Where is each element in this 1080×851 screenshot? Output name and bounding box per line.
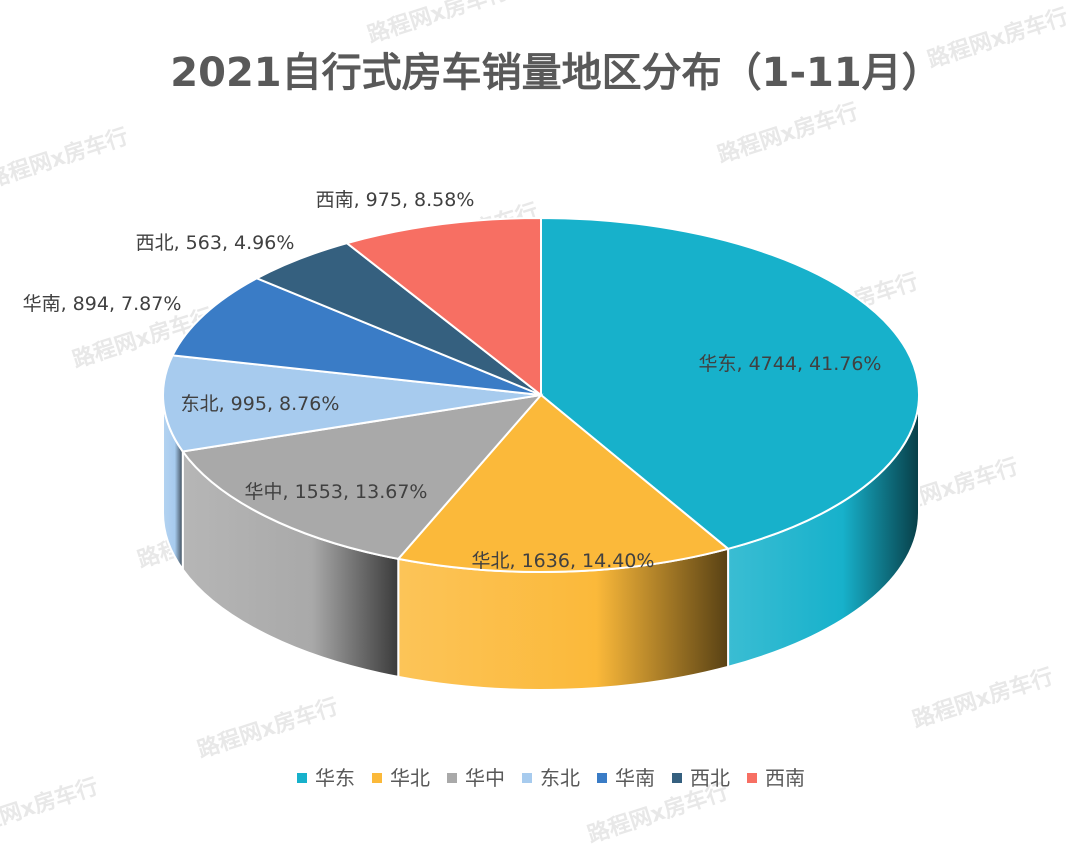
legend-item-西南: 西南: [747, 766, 805, 790]
legend-item-华北: 华北: [372, 766, 430, 790]
data-label-华北: 华北, 1636, 14.40%: [472, 550, 655, 572]
legend-item-西北: 西北: [672, 766, 730, 790]
watermark-text: 路程网x房车行: [0, 773, 101, 843]
legend-item-华南: 华南: [597, 766, 655, 790]
legend-swatch: [672, 773, 682, 783]
data-labels: 华东, 4744, 41.76% 华北, 1636, 14.40% 华中, 1553…: [23, 189, 882, 572]
legend-item-华东: 华东: [297, 766, 355, 790]
legend-item-华中: 华中: [447, 766, 505, 790]
data-label-华南: 华南, 894, 7.87%: [23, 293, 182, 315]
pie-slice-华东: [540, 216, 921, 550]
legend-swatch: [597, 773, 607, 783]
legend-label: 华北: [390, 766, 430, 790]
legend-swatch: [522, 773, 532, 783]
legend-label: 西北: [690, 766, 730, 790]
data-label-西北: 西北, 563, 4.96%: [136, 232, 295, 254]
legend-swatch: [372, 773, 382, 783]
pie-slice-华南: [171, 277, 542, 396]
pie-slice-西南: [344, 216, 542, 398]
legend-label: 西南: [765, 766, 805, 790]
data-label-华东: 华东, 4744, 41.76%: [699, 353, 882, 375]
pie-slice-华北: [396, 393, 731, 573]
legend-label: 华东: [315, 766, 355, 790]
watermark-text: 路程网x房车行: [714, 98, 861, 168]
watermark-text: 路程网x房车行: [194, 693, 341, 763]
legend-swatch: [447, 773, 457, 783]
watermark-text: 路程网x房车行: [924, 3, 1071, 73]
watermark-text: 路程网x房车行: [0, 123, 131, 193]
pie-slice-华中: [180, 393, 544, 560]
legend: 华东 华北 华中 东北 华南 西北 西南: [297, 766, 805, 790]
data-label-西南: 西南, 975, 8.58%: [316, 189, 475, 211]
pie-slices: [162, 216, 921, 573]
data-label-华中: 华中, 1553, 13.67%: [245, 481, 428, 503]
legend-label: 华南: [615, 766, 655, 790]
chart-title: 2021自行式房车销量地区分布（1-11月）: [170, 50, 941, 96]
legend-item-东北: 东北: [522, 766, 580, 790]
legend-label: 东北: [540, 766, 580, 790]
watermark-text: 路程网x房车行: [909, 663, 1056, 733]
pie-slice-东北: [162, 354, 542, 453]
legend-swatch: [747, 773, 757, 783]
pie-sides: [162, 394, 920, 691]
watermark-text: 路程网x房车行: [364, 0, 511, 48]
legend-swatch: [297, 773, 307, 783]
data-label-东北: 东北, 995, 8.76%: [181, 393, 340, 415]
legend-label: 华中: [465, 766, 505, 790]
